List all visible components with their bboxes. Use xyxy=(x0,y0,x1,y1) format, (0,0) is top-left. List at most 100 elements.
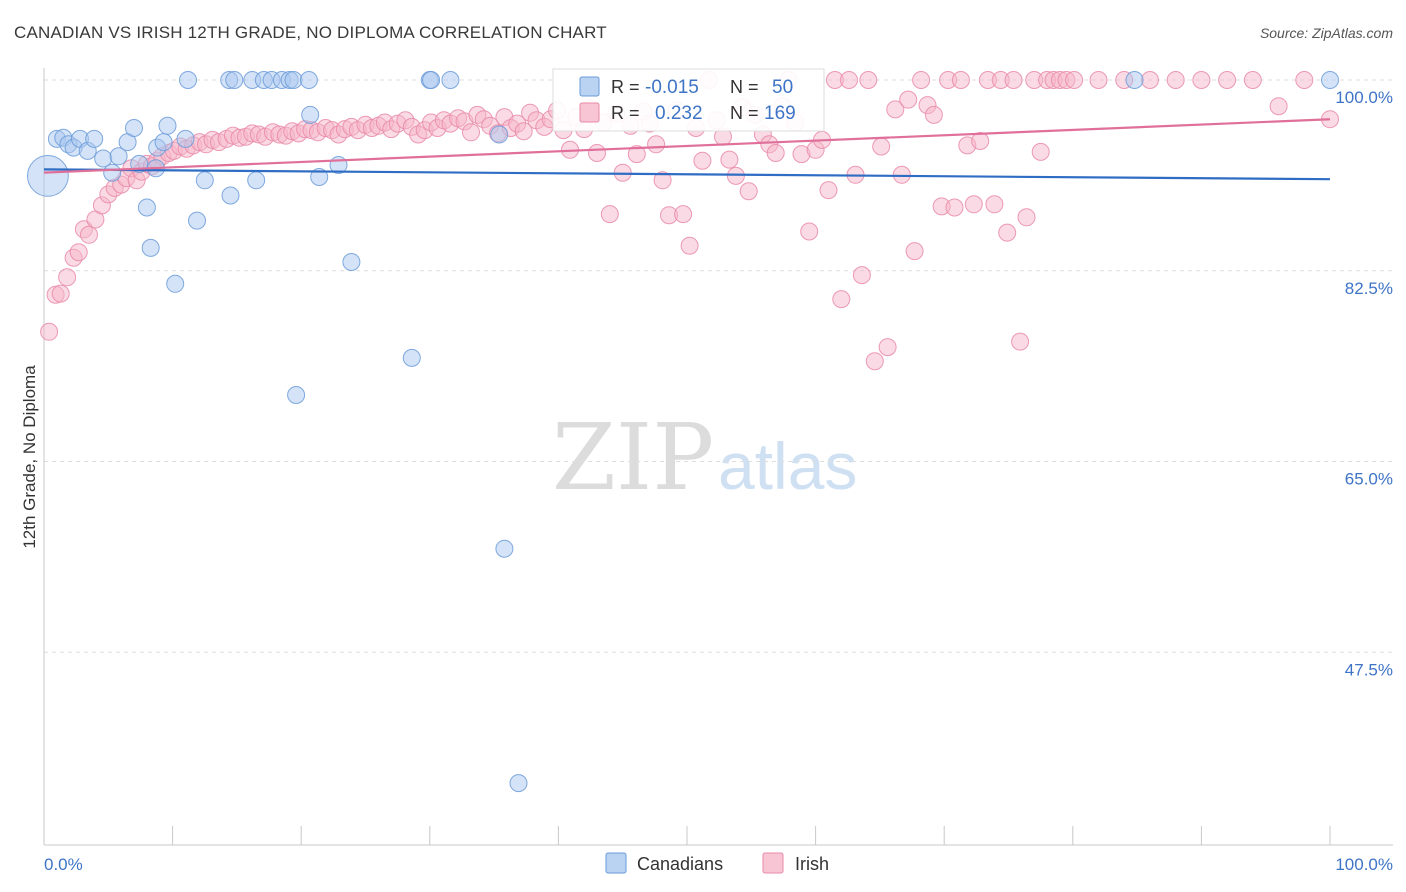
canadians-point xyxy=(509,774,528,793)
irish-point xyxy=(588,144,606,162)
canadians-point xyxy=(441,71,460,89)
y-tick-label: 47.5% xyxy=(1345,660,1393,679)
canadians-point xyxy=(103,163,122,182)
canadians-point xyxy=(225,71,244,89)
irish-point xyxy=(1295,71,1314,89)
canadians-point xyxy=(195,171,214,190)
irish-point xyxy=(985,195,1004,214)
canadians-point xyxy=(247,171,266,190)
legend-canadians-label: Canadians xyxy=(637,854,723,874)
gridlines xyxy=(44,79,1393,653)
irish-point xyxy=(1269,97,1288,116)
canadians-points xyxy=(27,71,1339,793)
irish-point xyxy=(945,198,964,217)
source-credit: Source: ZipAtlas.com xyxy=(1260,25,1393,41)
canadians-point xyxy=(27,155,69,197)
canadians-point xyxy=(125,119,143,137)
irish-point xyxy=(1065,71,1084,89)
irish-point xyxy=(653,171,672,190)
irish-point xyxy=(627,145,646,164)
irish-point xyxy=(899,90,918,109)
irish-point xyxy=(905,242,924,261)
watermark-zip: ZIP xyxy=(552,404,714,511)
canadians-point xyxy=(402,348,421,367)
canadians-swatch xyxy=(579,76,600,97)
canadians-point xyxy=(166,274,185,293)
irish-point xyxy=(998,223,1017,242)
canadians-point xyxy=(85,129,104,148)
irish-point xyxy=(600,205,619,224)
canadians-point xyxy=(284,71,303,89)
irish-point xyxy=(1141,71,1159,89)
axes xyxy=(43,68,1393,846)
canadians-point xyxy=(310,168,329,186)
irish-point xyxy=(865,352,884,371)
irish-point xyxy=(69,243,88,262)
irish-point xyxy=(971,132,990,150)
irish-point xyxy=(1089,71,1108,89)
canadians-point xyxy=(141,238,160,257)
legend-canadians-swatch xyxy=(605,852,627,874)
x-tick-label-min: 0.0% xyxy=(44,855,83,874)
irish-r-label: R = xyxy=(611,103,640,123)
irish-point xyxy=(878,338,897,357)
irish-point xyxy=(840,71,858,89)
canadians-point xyxy=(137,198,156,217)
canadians-point xyxy=(188,211,206,230)
stats-legend: R = -0.015 N = 50 R = 0.232 N = 169 xyxy=(552,68,825,132)
canadians-point xyxy=(1321,71,1339,89)
irish-point xyxy=(739,182,758,201)
irish-point xyxy=(58,268,77,287)
canadians-point xyxy=(176,129,195,148)
trend-lines xyxy=(43,118,1331,181)
y-axis-tick-labels: 100.0% 82.5% 65.0% 47.5% xyxy=(1335,88,1393,679)
irish-point xyxy=(832,290,851,309)
canadians-point xyxy=(158,116,177,135)
irish-point xyxy=(647,135,666,154)
irish-point xyxy=(40,322,59,341)
irish-n-value: 169 xyxy=(764,103,796,124)
irish-point xyxy=(852,266,871,285)
chart-title: CANADIAN VS IRISH 12TH GRADE, NO DIPLOMA… xyxy=(14,23,607,42)
irish-point xyxy=(766,144,785,162)
canadians-point xyxy=(109,147,128,166)
irish-point xyxy=(1031,142,1050,161)
irish-point xyxy=(912,71,931,89)
irish-point xyxy=(800,222,819,241)
y-tick-label: 82.5% xyxy=(1345,279,1393,298)
canadians-n-value: 50 xyxy=(772,77,793,98)
watermark-atlas: atlas xyxy=(718,429,857,503)
canadians-trend-line xyxy=(43,168,1331,181)
irish-swatch xyxy=(579,102,600,123)
canadians-point xyxy=(342,253,361,271)
canadians-point xyxy=(299,71,318,89)
canadians-point xyxy=(221,186,240,205)
irish-point xyxy=(80,225,98,244)
irish-point xyxy=(951,71,970,89)
irish-point xyxy=(514,122,533,141)
canadians-n-label: N = xyxy=(730,77,759,97)
irish-point xyxy=(462,123,480,142)
irish-point xyxy=(1166,71,1185,89)
canadians-point xyxy=(301,105,320,124)
irish-point xyxy=(693,151,712,170)
canadians-point xyxy=(490,125,509,144)
legend-irish-swatch xyxy=(762,852,784,874)
canadians-point xyxy=(495,539,514,558)
irish-point xyxy=(924,105,943,124)
irish-point xyxy=(1218,71,1237,89)
irish-point xyxy=(1243,71,1262,89)
irish-point xyxy=(859,71,878,89)
x-axis-ticks xyxy=(43,826,1331,845)
irish-point xyxy=(819,181,838,200)
watermark: ZIP atlas xyxy=(552,404,857,511)
series-legend: Canadians Irish xyxy=(605,852,829,874)
irish-point xyxy=(964,195,983,214)
irish-point xyxy=(1011,332,1030,351)
irish-n-label: N = xyxy=(730,103,759,123)
irish-point xyxy=(872,137,891,156)
irish-point xyxy=(51,284,70,303)
canadians-r-value: -0.015 xyxy=(645,77,699,98)
y-axis-label: 12th Grade, No Diploma xyxy=(20,365,39,549)
